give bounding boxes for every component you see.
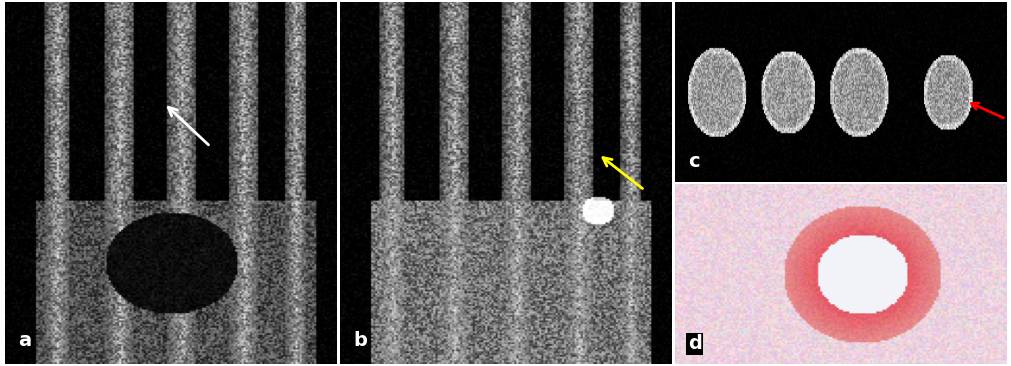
Text: b: b bbox=[353, 330, 367, 350]
Text: c: c bbox=[687, 152, 700, 171]
Text: d: d bbox=[687, 335, 702, 353]
Text: a: a bbox=[18, 330, 31, 350]
